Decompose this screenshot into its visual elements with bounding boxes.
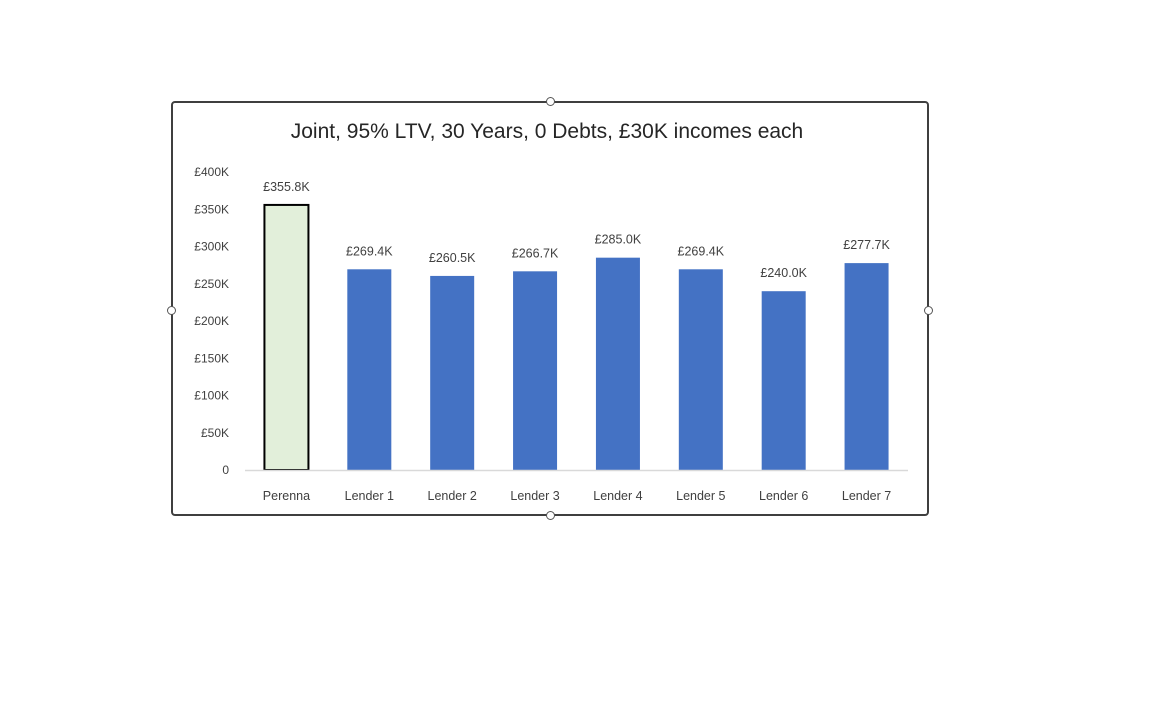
y-tick-label: £400K (194, 165, 229, 179)
resize-handle-top[interactable] (546, 97, 555, 106)
bar-lender-2 (430, 275, 475, 470)
data-label: £285.0K (595, 233, 642, 247)
data-labels-group: £355.8K £269.4K £260.5K £266.7K £285.0K £269.… (263, 180, 890, 280)
y-tick-label: £350K (194, 202, 229, 216)
x-tick-label: Perenna (263, 489, 310, 503)
bar-lender-5 (678, 269, 723, 470)
x-tick-label: Lender 7 (842, 489, 891, 503)
data-label: £266.7K (512, 246, 559, 260)
x-tick-label: Lender 1 (345, 489, 394, 503)
y-tick-label: 0 (222, 463, 229, 477)
data-label: £240.0K (760, 266, 807, 280)
x-tick-label: Lender 4 (593, 489, 642, 503)
y-tick-label: £100K (194, 389, 229, 403)
data-label: £269.4K (678, 244, 725, 258)
bars-group (263, 203, 889, 472)
y-axis: 0 £50K £100K £150K £200K £250K £300K £350K £400K (194, 165, 229, 477)
data-label: £355.8K (263, 180, 310, 194)
data-label: £269.4K (346, 244, 393, 258)
bar-lender-4 (595, 257, 640, 470)
bar-perenna (263, 203, 310, 472)
data-label: £260.5K (429, 251, 476, 265)
x-tick-label: Lender 5 (676, 489, 725, 503)
data-label: £277.7K (843, 238, 890, 252)
bar-lender-6 (761, 291, 806, 470)
bar-lender-1 (347, 269, 392, 470)
x-axis: Perenna Lender 1 Lender 2 Lender 3 Lender 4 L… (245, 469, 908, 503)
y-tick-label: £300K (194, 240, 229, 254)
y-tick-label: £200K (194, 314, 229, 328)
chart-title: Joint, 95% LTV, 30 Years, 0 Debts, £30K … (291, 120, 804, 143)
resize-handle-right[interactable] (924, 306, 933, 315)
x-tick-label: Lender 3 (510, 489, 559, 503)
y-tick-label: £150K (194, 351, 229, 365)
bar-lender-3 (513, 271, 558, 470)
x-tick-label: Lender 6 (759, 489, 808, 503)
y-tick-label: £250K (194, 277, 229, 291)
y-tick-label: £50K (201, 426, 229, 440)
resize-handle-bottom[interactable] (546, 511, 555, 520)
bar-lender-7 (844, 263, 889, 470)
x-tick-label: Lender 2 (428, 489, 477, 503)
resize-handle-left[interactable] (167, 306, 176, 315)
